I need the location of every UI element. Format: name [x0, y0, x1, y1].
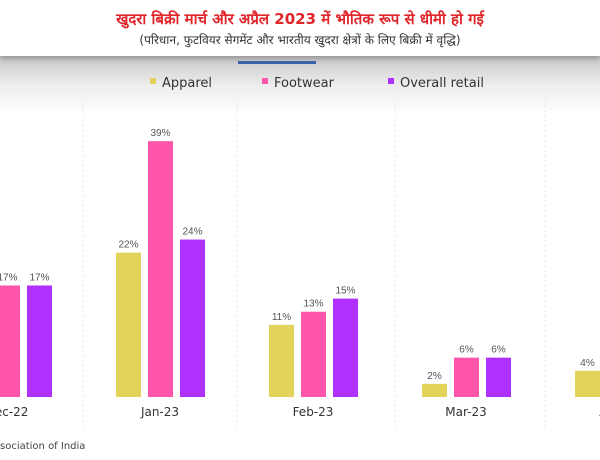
- legend-label-2: Overall retail: [400, 76, 484, 91]
- bar-Dec-22-1: [0, 285, 20, 397]
- bar-Apr-23-0: [575, 370, 600, 397]
- data-label-Feb-23-2: 15%: [335, 286, 355, 297]
- chart-title: खुदरा बिक्री मार्च और अप्रैल 2023 में भौ…: [116, 10, 484, 28]
- data-label-Dec-22-1: 17%: [0, 272, 18, 283]
- bar-Feb-23-1: [301, 311, 326, 397]
- bar-Mar-23-0: [422, 383, 447, 397]
- category-label: Jan-23: [140, 405, 179, 419]
- bar-Jan-23-1: [148, 141, 173, 397]
- bar-Jan-23-2: [180, 239, 205, 397]
- category-label: Feb-23: [293, 405, 334, 419]
- data-label-Apr-23-0: 4%: [580, 358, 595, 369]
- data-label-Mar-23-1: 6%: [459, 345, 474, 356]
- bar-Feb-23-2: [333, 298, 358, 397]
- legend-swatch-0: [150, 78, 156, 84]
- chart-subtitle: (परिधान, फुटवियर सेगमेंट और भारतीय खुदरा…: [139, 33, 461, 47]
- data-label-Dec-22-2: 17%: [29, 272, 49, 283]
- data-label-Feb-23-0: 11%: [272, 312, 291, 323]
- bar-Dec-22-2: [27, 285, 52, 397]
- data-label-Jan-23-1: 39%: [150, 128, 170, 139]
- category-label: Dec-22: [0, 405, 28, 419]
- bar-Mar-23-1: [454, 357, 479, 397]
- legend-swatch-2: [388, 78, 394, 84]
- data-label-Feb-23-1: 13%: [303, 299, 323, 310]
- accent-line: [238, 61, 316, 64]
- legend-label-1: Footwear: [274, 76, 335, 91]
- category-label: Mar-23: [445, 405, 486, 419]
- bar-Jan-23-0: [116, 252, 141, 397]
- chart-header: खुदरा बिक्री मार्च और अप्रैल 2023 में भौ…: [0, 0, 600, 56]
- legend-label-0: Apparel: [162, 76, 212, 91]
- data-label-Jan-23-2: 24%: [182, 227, 202, 238]
- bar-Mar-23-2: [486, 357, 511, 397]
- source-note: sociation of India: [0, 441, 86, 452]
- bar-Feb-23-0: [269, 324, 294, 397]
- data-label-Jan-23-0: 22%: [118, 240, 138, 251]
- data-label-Mar-23-2: 6%: [491, 345, 506, 356]
- legend-swatch-1: [262, 78, 268, 84]
- data-label-Mar-23-0: 2%: [427, 371, 442, 382]
